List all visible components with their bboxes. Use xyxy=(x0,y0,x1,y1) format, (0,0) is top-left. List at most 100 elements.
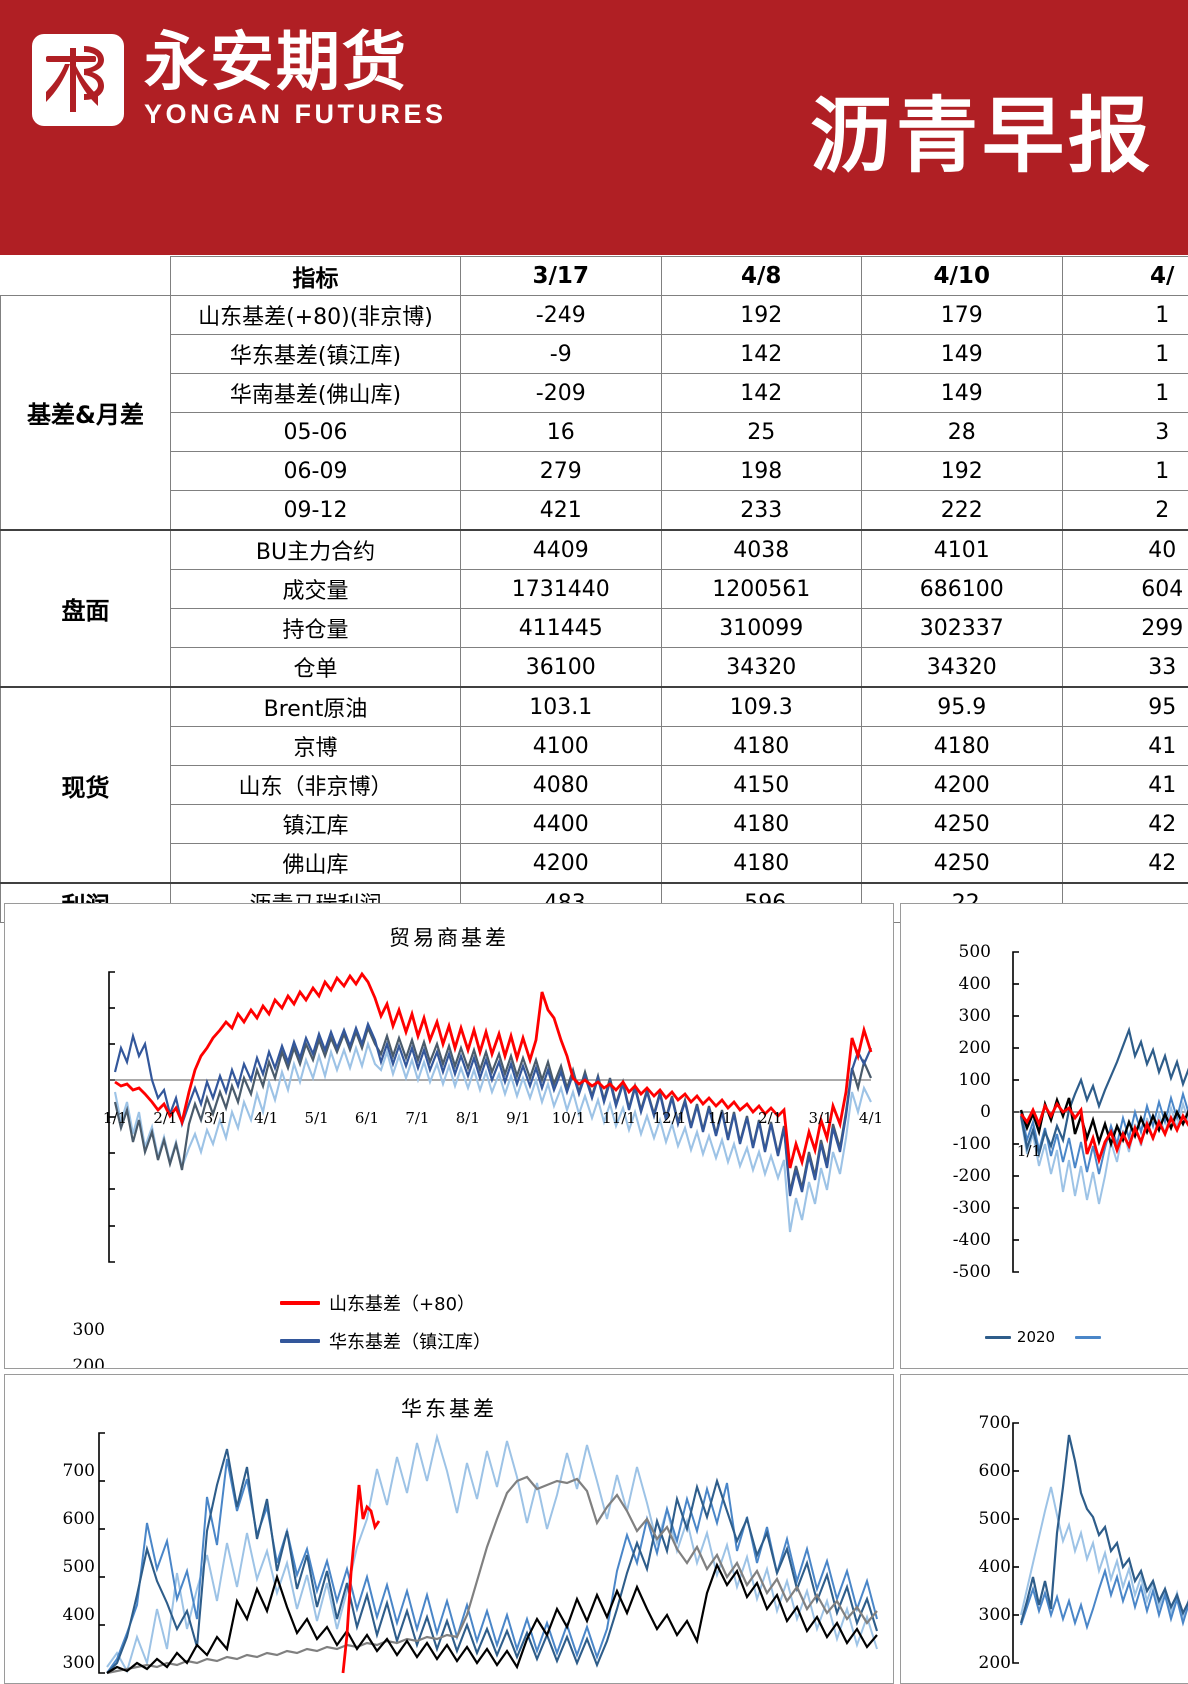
table-indicator-cell: 佛山库 xyxy=(171,844,461,884)
chart-huadong-svg xyxy=(5,1423,894,1679)
x-tick-5: 6/1 xyxy=(355,1109,379,1127)
table-value-cell-0: -209 xyxy=(461,374,662,413)
table-value-cell-1: 25 xyxy=(661,413,862,452)
chart-basis-trader: 贸易商基差 300 200 100 0 -100 xyxy=(4,903,894,1369)
table-value-cell-2: 4250 xyxy=(862,805,1063,844)
table-value-cell-3: 42 xyxy=(1062,805,1188,844)
table-value-cell-0: 1731440 xyxy=(461,570,662,609)
table-value-cell-2: 222 xyxy=(862,491,1063,531)
table-value-cell-0: 36100 xyxy=(461,648,662,688)
table-value-cell-1: 1200561 xyxy=(661,570,862,609)
y-tick-500: 500 xyxy=(929,942,991,962)
table-value-cell-0: 4100 xyxy=(461,727,662,766)
table-indicator-cell: 山东（非京博） xyxy=(171,766,461,805)
table-corner-cell xyxy=(1,257,171,296)
x-tick-6: 7/1 xyxy=(405,1109,429,1127)
y-tick-100: 100 xyxy=(929,1070,991,1090)
table-value-cell-3: 40 xyxy=(1062,530,1188,570)
y-tick-200: 200 xyxy=(929,1038,991,1058)
table-value-cell-3: 41 xyxy=(1062,727,1188,766)
y-tick-500: 500 xyxy=(949,1509,1011,1529)
table-indicator-cell: 09-12 xyxy=(171,491,461,531)
table-value-cell-3: 42 xyxy=(1062,844,1188,884)
legend-swatch-icon xyxy=(280,1301,320,1305)
brand-logo: 永安期货 YONGAN FUTURES xyxy=(32,30,447,130)
table-value-cell-2: 4101 xyxy=(862,530,1063,570)
table-value-cell-2: 302337 xyxy=(862,609,1063,648)
yongan-seal-icon xyxy=(32,34,124,126)
table-value-cell-3: 1 xyxy=(1062,452,1188,491)
y-tick-600: 600 xyxy=(43,1509,95,1529)
brand-name-en: YONGAN FUTURES xyxy=(144,99,447,130)
legend-item-0: 山东基差（+80） xyxy=(280,1290,618,1316)
legend-swatch-icon xyxy=(985,1336,1011,1339)
table-col-header-1: 3/17 xyxy=(461,257,662,296)
table-value-cell-2: 4180 xyxy=(862,727,1063,766)
y-tick-neg100: -100 xyxy=(923,1134,991,1154)
table-col-header-3: 4/10 xyxy=(862,257,1063,296)
table-group-0: 基差&月差 xyxy=(1,296,171,531)
table-indicator-cell: 山东基差(+80)(非京博) xyxy=(171,296,461,335)
table-indicator-cell: Brent原油 xyxy=(171,687,461,727)
table-value-cell-2: 686100 xyxy=(862,570,1063,609)
table-indicator-cell: 成交量 xyxy=(171,570,461,609)
y-tick-neg400: -400 xyxy=(923,1230,991,1250)
table-indicator-cell: BU主力合约 xyxy=(171,530,461,570)
table-value-cell-1: 109.3 xyxy=(661,687,862,727)
table-group-1: 盘面 xyxy=(1,530,171,687)
legend-label: 华南基差（佛山库） xyxy=(329,1366,491,1369)
x-tick-10: 11/1 xyxy=(602,1109,636,1127)
chart-basis-trader-title: 贸易商基差 xyxy=(5,922,893,952)
table-indicator-cell: 华东基差(镇江库) xyxy=(171,335,461,374)
x-tick-7: 8/1 xyxy=(456,1109,480,1127)
table-col-header-2: 4/8 xyxy=(661,257,862,296)
chart-right-bottom-plot: 700 600 500 400 300 200 xyxy=(901,1375,1188,1675)
table-value-cell-3: 33 xyxy=(1062,648,1188,688)
y-tick-500: 500 xyxy=(43,1557,95,1577)
table-value-cell-0: 4400 xyxy=(461,805,662,844)
table-indicator-cell: 05-06 xyxy=(171,413,461,452)
x-tick-1: 2/1 xyxy=(153,1109,177,1127)
chart-huadong: 华东基差 700 600 500 400 300 200 xyxy=(4,1374,894,1684)
table-group-2: 现货 xyxy=(1,687,171,883)
chart-huadong-plot: 700 600 500 400 300 200 xyxy=(5,1423,893,1679)
table-value-cell-0: 4080 xyxy=(461,766,662,805)
table-value-cell-2: 149 xyxy=(862,335,1063,374)
chart-right-bottom: 700 600 500 400 300 200 xyxy=(900,1374,1188,1684)
table-value-cell-0: 4409 xyxy=(461,530,662,570)
x-tick-8: 9/1 xyxy=(506,1109,530,1127)
y-tick-200: 200 xyxy=(949,1653,1011,1673)
table-value-cell-3: 1 xyxy=(1062,374,1188,413)
table-value-cell-2: 149 xyxy=(862,374,1063,413)
table-value-cell-1: 310099 xyxy=(661,609,862,648)
x-tick-14: 3/1 xyxy=(809,1109,833,1127)
y-tick-neg300: -300 xyxy=(923,1198,991,1218)
table-col-header-0: 指标 xyxy=(171,257,461,296)
table-value-cell-1: 4180 xyxy=(661,727,862,766)
legend-item-1: 华东基差（镇江库） xyxy=(280,1328,618,1354)
x-tick-3: 4/1 xyxy=(254,1109,278,1127)
y-tick-300: 300 xyxy=(949,1605,1011,1625)
x-tick-13: 2/1 xyxy=(758,1109,782,1127)
table-value-cell-1: 4180 xyxy=(661,805,862,844)
table-value-cell-0: 16 xyxy=(461,413,662,452)
x-tick-12: 1/1 xyxy=(708,1109,732,1127)
legend-label: 2020 xyxy=(1017,1328,1055,1346)
y-tick-300: 300 xyxy=(43,1653,95,1673)
y-tick-0: 0 xyxy=(929,1102,991,1122)
brand-name-cn: 永安期货 xyxy=(144,30,447,97)
table-value-cell-1: 198 xyxy=(661,452,862,491)
table-value-cell-3: 41 xyxy=(1062,766,1188,805)
